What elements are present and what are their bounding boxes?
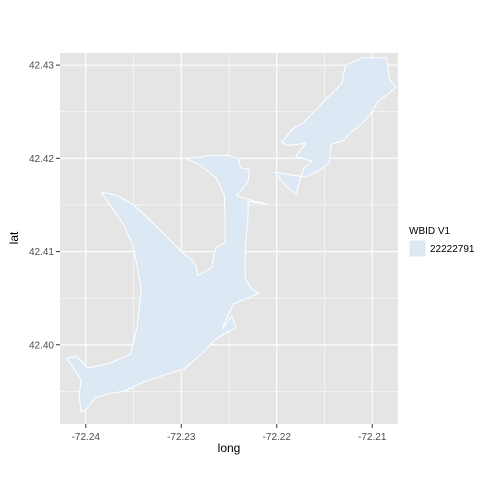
x-axis-ticks: -72.24 -72.23 -72.22 -72.21	[72, 424, 387, 443]
legend-label: 22222791	[430, 244, 475, 255]
y-tick-label: 42.40	[29, 340, 54, 351]
lake-polygon-main-lake	[66, 155, 268, 413]
legend-title: WBID V1	[409, 226, 451, 237]
legend: WBID V1 22222791	[408, 226, 475, 258]
lake-shapes	[66, 57, 397, 413]
y-tick-label: 42.41	[29, 247, 54, 258]
x-tick-label: -72.23	[167, 432, 196, 443]
legend-key	[408, 239, 427, 258]
y-tick-label: 42.42	[29, 154, 54, 165]
x-tick-label: -72.22	[263, 432, 292, 443]
x-axis-title: long	[218, 441, 241, 455]
y-tick-label: 42.43	[29, 61, 54, 72]
y-axis-ticks: 42.40 42.41 42.42 42.43	[29, 61, 60, 351]
y-axis-title: lat	[7, 231, 21, 244]
x-tick-label: -72.24	[72, 432, 101, 443]
x-tick-label: -72.21	[358, 432, 387, 443]
lake-polygon-northeast-arm	[274, 57, 397, 196]
